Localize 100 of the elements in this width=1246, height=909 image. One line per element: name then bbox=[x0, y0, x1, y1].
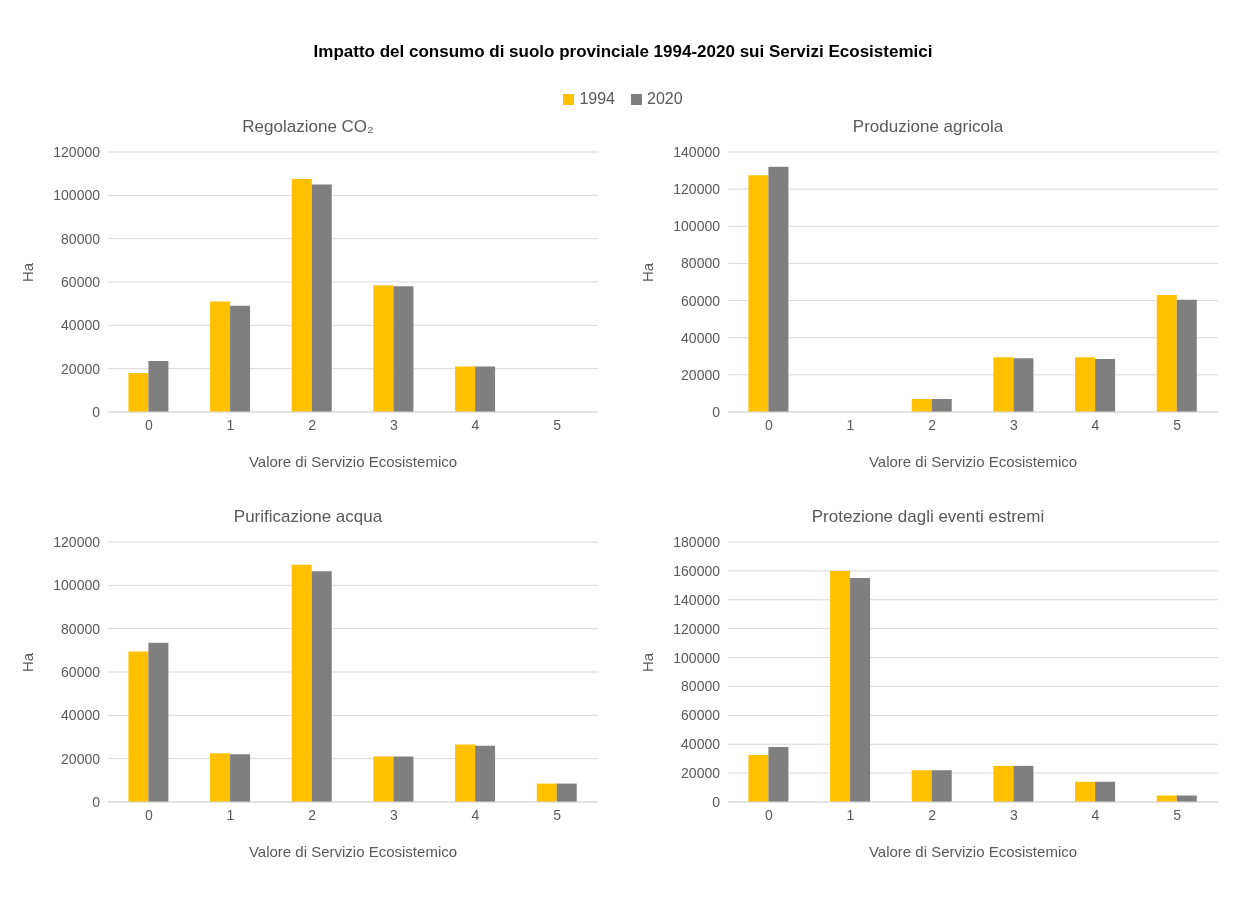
x-tick-label: 4 bbox=[1091, 416, 1100, 433]
y-tick-label: 100000 bbox=[53, 187, 101, 204]
bar bbox=[768, 166, 789, 412]
y-tick-label: 100000 bbox=[673, 218, 721, 235]
bar bbox=[850, 578, 871, 802]
y-tick-label: 20000 bbox=[681, 765, 721, 782]
chart-title: Regolazione CO₂ bbox=[241, 116, 375, 138]
y-tick-label: 140000 bbox=[673, 143, 721, 160]
bar bbox=[291, 179, 312, 412]
y-tick-label: 120000 bbox=[53, 533, 101, 550]
y-tick-label: 100000 bbox=[673, 649, 721, 666]
x-tick-label: 2 bbox=[308, 806, 317, 823]
bar bbox=[230, 305, 251, 412]
y-tick-label: 180000 bbox=[673, 533, 721, 550]
x-tick-label: 1 bbox=[226, 806, 235, 823]
x-axis-title: Valore di Servizio Ecosistemico bbox=[868, 453, 1078, 470]
y-tick-label: 40000 bbox=[61, 707, 101, 724]
x-tick-label: 3 bbox=[1009, 416, 1018, 433]
y-tick-label: 80000 bbox=[681, 255, 721, 272]
y-tick-label: 0 bbox=[712, 403, 721, 420]
x-tick-label: 1 bbox=[846, 416, 855, 433]
bar bbox=[1095, 359, 1116, 412]
bar bbox=[1095, 781, 1116, 802]
bar bbox=[210, 753, 231, 802]
y-tick-label: 0 bbox=[92, 793, 101, 810]
bar bbox=[210, 301, 231, 412]
y-tick-label: 140000 bbox=[673, 591, 721, 608]
x-tick-label: 5 bbox=[553, 416, 562, 433]
x-tick-label: 5 bbox=[553, 806, 562, 823]
x-tick-label: 4 bbox=[1091, 806, 1100, 823]
bar bbox=[1075, 357, 1096, 412]
y-axis-title: Ha bbox=[639, 262, 657, 282]
bar bbox=[128, 651, 149, 802]
y-tick-label: 80000 bbox=[61, 620, 101, 637]
y-tick-label: 40000 bbox=[681, 329, 721, 346]
y-tick-label: 60000 bbox=[61, 273, 101, 290]
bar bbox=[993, 357, 1014, 412]
x-tick-label: 3 bbox=[389, 416, 398, 433]
x-tick-label: 0 bbox=[144, 806, 153, 823]
y-axis-title: Ha bbox=[19, 652, 37, 672]
y-tick-label: 0 bbox=[712, 793, 721, 810]
bar bbox=[148, 642, 169, 802]
y-tick-label: 160000 bbox=[673, 562, 721, 579]
x-axis-title: Valore di Servizio Ecosistemico bbox=[248, 843, 458, 860]
x-tick-label: 5 bbox=[1173, 806, 1182, 823]
legend-label: 2020 bbox=[646, 89, 683, 109]
bar bbox=[1013, 358, 1034, 412]
y-tick-label: 60000 bbox=[61, 663, 101, 680]
bar bbox=[455, 744, 476, 802]
x-tick-label: 0 bbox=[764, 416, 773, 433]
bar bbox=[393, 756, 414, 802]
x-axis-title: Valore di Servizio Ecosistemico bbox=[868, 843, 1078, 860]
x-axis-title: Valore di Servizio Ecosistemico bbox=[248, 453, 458, 470]
bar bbox=[230, 754, 251, 802]
y-tick-label: 60000 bbox=[681, 292, 721, 309]
bar bbox=[768, 747, 789, 802]
y-tick-label: 120000 bbox=[673, 181, 721, 198]
y-tick-label: 20000 bbox=[681, 366, 721, 383]
bar bbox=[556, 783, 577, 802]
bar bbox=[455, 366, 476, 412]
chart-title: Produzione agricola bbox=[851, 116, 1005, 138]
x-tick-label: 4 bbox=[471, 806, 480, 823]
y-tick-label: 40000 bbox=[681, 736, 721, 753]
y-tick-label: 100000 bbox=[53, 577, 101, 594]
bar bbox=[1013, 765, 1034, 802]
bar bbox=[291, 564, 312, 802]
y-axis-title: Ha bbox=[639, 652, 657, 672]
bar bbox=[748, 755, 769, 802]
bar bbox=[1176, 299, 1197, 412]
y-tick-label: 60000 bbox=[681, 707, 721, 724]
y-tick-label: 40000 bbox=[61, 317, 101, 334]
x-tick-label: 2 bbox=[308, 416, 317, 433]
x-tick-label: 1 bbox=[226, 416, 235, 433]
y-tick-label: 0 bbox=[92, 403, 101, 420]
y-tick-label: 120000 bbox=[53, 143, 101, 160]
bar bbox=[373, 285, 394, 412]
bar bbox=[931, 399, 952, 412]
bar bbox=[911, 399, 932, 412]
y-axis-title: Ha bbox=[19, 262, 37, 282]
bar bbox=[128, 373, 149, 412]
x-tick-label: 2 bbox=[928, 416, 937, 433]
y-tick-label: 80000 bbox=[681, 678, 721, 695]
bar bbox=[311, 571, 332, 802]
bar bbox=[748, 175, 769, 412]
x-tick-label: 3 bbox=[1009, 806, 1018, 823]
y-tick-label: 20000 bbox=[61, 750, 101, 767]
text: Impatto del consumo di suolo provinciale 1994-2020 sui Servizi Ecosistemici bbox=[312, 41, 934, 63]
bar bbox=[373, 756, 394, 802]
bar bbox=[475, 366, 496, 412]
bar bbox=[536, 783, 557, 802]
y-tick-label: 20000 bbox=[61, 360, 101, 377]
bar bbox=[475, 745, 496, 802]
chart-title: Purificazione acqua bbox=[232, 506, 384, 528]
bar bbox=[1156, 295, 1177, 412]
bar bbox=[311, 184, 332, 412]
x-tick-label: 0 bbox=[144, 416, 153, 433]
x-tick-label: 3 bbox=[389, 806, 398, 823]
legend-label: 1994 bbox=[578, 89, 615, 109]
x-tick-label: 4 bbox=[471, 416, 480, 433]
bar bbox=[993, 765, 1014, 802]
